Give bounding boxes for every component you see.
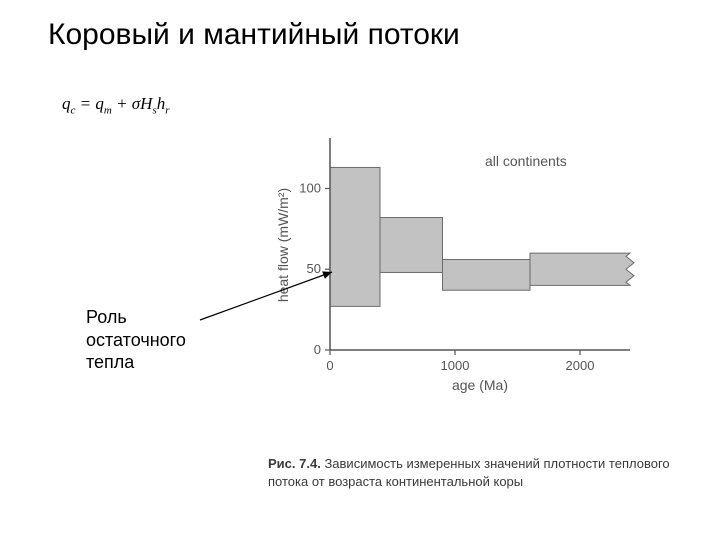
page-title: Коровый и мантийный потоки bbox=[48, 18, 460, 52]
annotation-text: Рольостаточноготепла bbox=[86, 306, 186, 374]
svg-text:0: 0 bbox=[314, 342, 321, 357]
svg-text:all continents: all continents bbox=[485, 153, 567, 169]
figure-caption: Рис. 7.4. Зависимость измеренных значени… bbox=[268, 455, 688, 490]
heatflow-chart: 050100010002000age (Ma)heat flow (mW/m²)… bbox=[270, 130, 640, 400]
caption-label: Рис. 7.4. bbox=[268, 456, 321, 471]
caption-text: Зависимость измеренных значений плотност… bbox=[268, 456, 670, 489]
svg-text:100: 100 bbox=[299, 180, 321, 195]
svg-text:2000: 2000 bbox=[566, 358, 595, 373]
svg-text:0: 0 bbox=[326, 358, 333, 373]
svg-text:1000: 1000 bbox=[441, 358, 470, 373]
svg-text:heat flow (mW/m²): heat flow (mW/m²) bbox=[275, 188, 291, 302]
svg-text:50: 50 bbox=[307, 261, 321, 276]
svg-text:age (Ma): age (Ma) bbox=[452, 377, 508, 393]
equation: qc = qm + σHshr bbox=[62, 94, 170, 116]
